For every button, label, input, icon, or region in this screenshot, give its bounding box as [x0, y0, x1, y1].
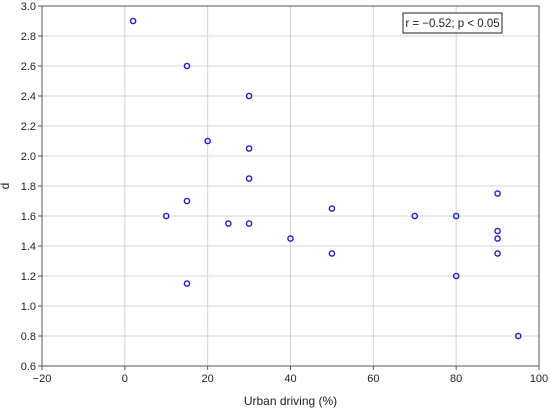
y-tick-label: 2.4	[21, 91, 36, 103]
data-point	[129, 17, 137, 25]
data-point	[183, 197, 191, 205]
data-point	[514, 332, 522, 340]
x-axis-title: Urban driving (%)	[244, 394, 337, 408]
data-point	[225, 220, 232, 227]
x-tick-label: 20	[202, 373, 214, 385]
y-tick-label: 2.2	[21, 121, 36, 133]
tick-labels: −20 0 20 40 60 80 100 0.6 0.8 1.0 1.2 1.4 1.6 1.8 2.0 2…	[21, 1, 548, 385]
data-point	[287, 235, 294, 242]
x-tick-label: −20	[33, 373, 52, 385]
y-tick-label: 2.6	[21, 61, 36, 73]
data-point	[452, 212, 460, 220]
data-point	[245, 145, 253, 152]
x-tick-label: 100	[530, 373, 548, 385]
y-tick-label: 1.8	[21, 181, 36, 193]
y-tick-label: 0.6	[21, 361, 36, 373]
data-point	[494, 227, 501, 235]
y-tick-label: 1.6	[21, 211, 36, 223]
data-point	[328, 250, 336, 257]
data-point	[183, 280, 191, 287]
data-point	[204, 137, 211, 145]
data-point	[162, 212, 170, 220]
y-tick-label: 1.2	[21, 271, 36, 283]
y-tick-label: 2.8	[21, 31, 36, 43]
data-point	[494, 235, 501, 242]
data-point	[411, 212, 419, 220]
data-point	[245, 175, 253, 182]
data-point	[452, 272, 460, 280]
y-tick-label: 0.8	[21, 331, 36, 343]
data-points	[129, 17, 522, 340]
y-tick-label: 3.0	[21, 1, 36, 13]
annotation-border	[402, 12, 503, 34]
data-point	[494, 190, 501, 197]
data-point	[245, 220, 253, 227]
annotation-box: r = −0.52; p < 0.05	[402, 12, 503, 34]
data-point	[245, 92, 253, 100]
y-tick-label: 1.0	[21, 301, 36, 313]
data-point	[494, 250, 501, 257]
y-tick-label: 2.0	[21, 151, 36, 163]
grid-lines	[41, 5, 540, 367]
data-point	[328, 205, 336, 212]
data-point	[183, 62, 191, 70]
x-tick-label: 0	[122, 373, 128, 385]
x-tick-label: 80	[450, 373, 462, 385]
x-tick-label: 60	[367, 373, 379, 385]
annotation-text: r = −0.52; p < 0.05	[405, 18, 499, 30]
y-axis-title: d	[0, 183, 12, 190]
y-tick-label: 1.4	[21, 241, 36, 253]
x-tick-label: 40	[284, 373, 296, 385]
